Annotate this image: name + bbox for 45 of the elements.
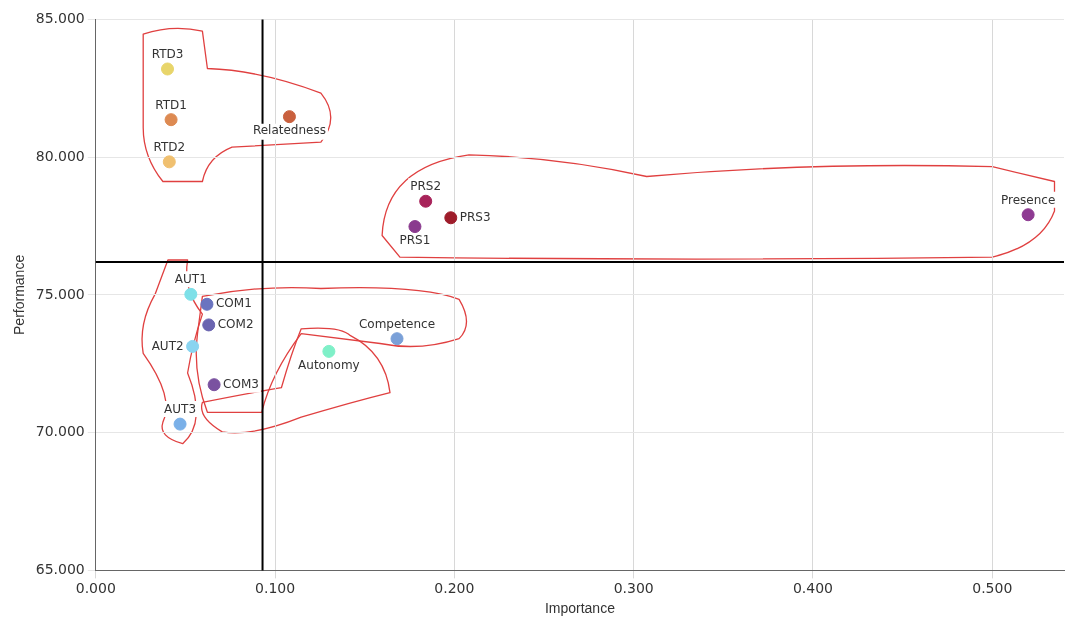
point — [186, 339, 200, 353]
y-tick-label: 85.000 — [35, 10, 85, 27]
point — [164, 113, 178, 127]
x-tick-label: 0.400 — [792, 580, 834, 597]
point — [444, 211, 458, 225]
y-tick-label: 75.000 — [35, 285, 85, 302]
point — [200, 297, 214, 311]
y-axis-title: Performance — [11, 254, 28, 335]
point — [282, 110, 296, 124]
annotation: COM2 — [217, 317, 254, 332]
annotation: PRS1 — [399, 232, 431, 247]
annotation: Competence — [358, 316, 436, 331]
y-tick-label: 65.000 — [35, 561, 85, 578]
annotation: AUT3 — [164, 402, 197, 417]
annotation: RTD2 — [153, 139, 186, 154]
point — [207, 378, 221, 392]
x-axis-title: Importance — [544, 600, 616, 617]
annotation: Presence — [1000, 192, 1056, 207]
x-tick-label: 0.000 — [75, 580, 116, 597]
annotation: PRS2 — [410, 179, 442, 194]
annotation: COM1 — [215, 296, 252, 311]
point — [184, 287, 198, 301]
annotation: Autonomy — [298, 357, 360, 372]
point — [173, 417, 187, 431]
annotation: Relatedness — [252, 122, 326, 137]
point — [408, 220, 422, 234]
point — [1021, 208, 1035, 222]
point — [419, 194, 433, 208]
y-tick-label: 80.000 — [35, 147, 85, 164]
annotation: AUT2 — [151, 338, 184, 353]
point — [161, 62, 175, 76]
point — [162, 155, 176, 169]
x-tick-label: 0.500 — [972, 580, 1013, 597]
point — [202, 318, 216, 332]
y-tick-label: 70.000 — [35, 423, 85, 440]
x-tick-label: 0.100 — [255, 580, 296, 597]
annotation: COM3 — [223, 376, 259, 391]
annotation: RTD3 — [151, 47, 184, 62]
annotation: AUT1 — [174, 272, 207, 287]
x-tick-label: 0.200 — [434, 580, 475, 597]
annotation: RTD1 — [155, 97, 187, 112]
annotation: PRS3 — [459, 209, 491, 224]
x-tick-label: 0.300 — [613, 580, 654, 597]
point — [390, 332, 404, 346]
point — [322, 344, 336, 358]
